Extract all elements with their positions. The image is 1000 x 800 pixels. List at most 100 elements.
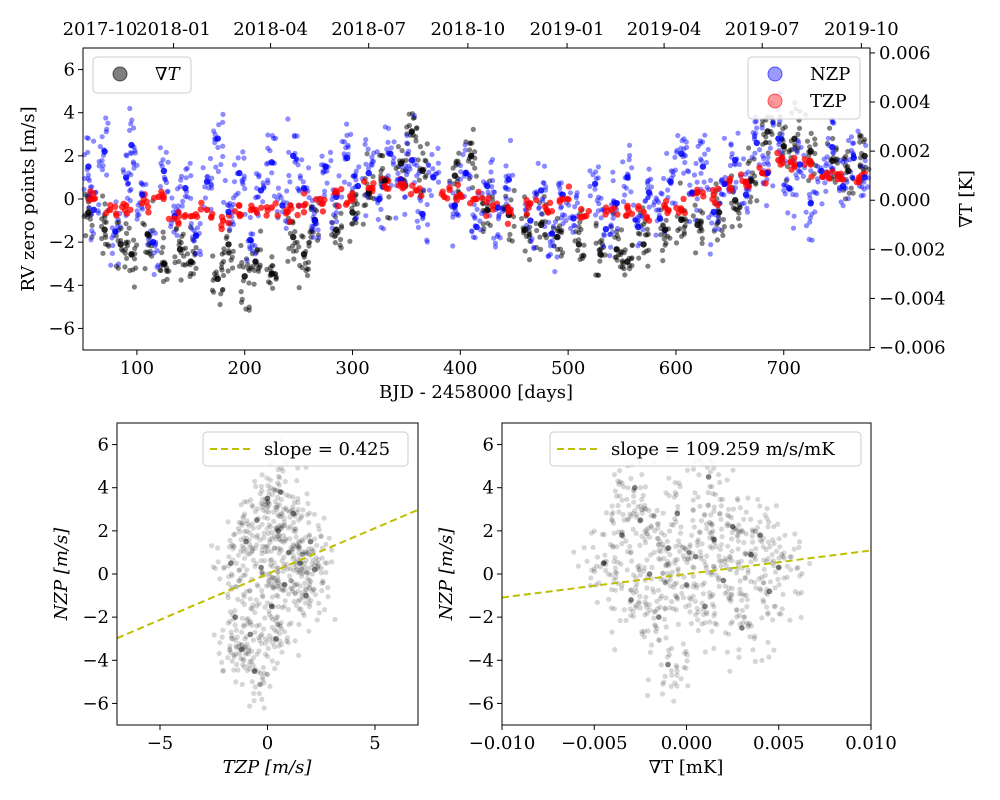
tzp-point: [759, 169, 766, 177]
nzp-vs-tzp-cloud-point: [306, 577, 312, 583]
nzp-vs-tzp-cloud-point: [292, 583, 298, 589]
nzp-cloud-point: [596, 201, 602, 207]
nzp-cloud-point: [162, 176, 168, 182]
tzp-cloud-point: [446, 184, 453, 191]
tzp-cloud-point: [680, 195, 687, 203]
nzp-cloud-point: [558, 180, 564, 186]
nzp-vs-tzp-cloud-point: [301, 564, 307, 571]
nzp-cloud-point: [642, 198, 649, 204]
nzp-cloud-point: [128, 121, 134, 127]
nzp-cloud-point: [202, 184, 208, 190]
nzp-cloud-point: [838, 199, 844, 205]
nzp-cloud-point: [104, 126, 110, 132]
nzp-vs-gradT-point: [720, 577, 727, 584]
nzp-vs-tzp-cloud-point: [268, 557, 275, 563]
nzp-point: [484, 182, 491, 190]
nzp-cloud-point: [556, 182, 562, 188]
nzp-cloud-point: [850, 140, 856, 146]
nzp-cloud-point: [669, 200, 676, 206]
nzp-vs-gradT-cloud-point: [729, 529, 735, 536]
nzp-vs-tzp-cloud-point: [258, 558, 264, 564]
nzp-vs-gradT-cloud-point: [701, 612, 707, 618]
nzp-vs-tzp-cloud-point: [288, 545, 294, 551]
nzp-vs-gradT-cloud-point: [781, 550, 787, 556]
nzp-vs-tzp-cloud-point: [318, 534, 324, 540]
tzp-cloud-point: [248, 202, 255, 209]
nzp-vs-tzp-cloud-point: [263, 640, 269, 646]
gradT-cloud-point: [614, 228, 620, 235]
nzp-vs-tzp-cloud-point: [225, 595, 231, 601]
nzp-vs-gradT-cloud-point: [706, 519, 713, 526]
nzp-vs-gradT-cloud-point: [690, 593, 696, 599]
tzp-cloud-point: [193, 213, 201, 220]
gradT-cloud-point: [416, 177, 422, 183]
nzp-vs-gradT-cloud-point: [666, 647, 672, 653]
nzp-cloud-point: [254, 194, 260, 200]
gradT-cloud-point: [729, 224, 735, 230]
gradT-cloud-point: [240, 264, 246, 270]
nzp-vs-tzp-cloud-point: [246, 523, 252, 529]
nzp-vs-tzp-cloud-point: [300, 549, 306, 555]
nzp-cloud-point: [535, 160, 541, 166]
gradT-cloud-point: [131, 237, 137, 243]
nzp-vs-tzp-cloud-point: [247, 588, 253, 594]
gradT-point: [597, 251, 604, 258]
nzp-cloud-point: [385, 125, 392, 131]
nzp-vs-gradT-cloud-point: [765, 524, 771, 530]
gradT-cloud-point: [732, 205, 738, 211]
nzp-cloud-point: [414, 173, 420, 179]
nzp-vs-gradT-cloud-point: [737, 505, 743, 511]
nzp-vs-tzp-cloud-point: [329, 559, 335, 565]
nzp-cloud-point: [781, 182, 787, 188]
gradT-point: [829, 157, 836, 165]
nzp-vs-gradT-cloud-point: [713, 544, 719, 550]
nzp-point: [710, 208, 717, 216]
nzp-vs-tzp-cloud-point: [295, 499, 301, 506]
timeseries-y-label: RV zero points [m/s]: [18, 106, 39, 291]
nzp-vs-tzp-point: [264, 495, 271, 502]
nzp-cloud-point: [169, 195, 175, 201]
nzp-vs-gradT-cloud-point: [736, 654, 742, 661]
nzp-vs-tzp-cloud-point: [240, 662, 246, 668]
nzp-vs-gradT-cloud-point: [589, 567, 595, 573]
nzp-vs-tzp-cloud-point: [319, 588, 325, 594]
nzp-cloud-point: [324, 180, 330, 186]
nzp-vs-gradT-cloud-point: [712, 610, 718, 616]
nzp-vs-tzp-cloud-point: [309, 546, 315, 552]
nzp-vs-gradT-cloud-point: [584, 558, 590, 564]
nzp-vs-gradT-cloud-point: [695, 537, 702, 543]
nzp-cloud-point: [593, 176, 599, 182]
nzp-vs-gradT-cloud-point: [635, 564, 641, 570]
nzp-vs-gradT-cloud-point: [610, 543, 616, 549]
nzp-cloud-point: [85, 149, 91, 155]
nzp-cloud-point: [353, 177, 359, 183]
nzp-vs-tzp-cloud-point: [261, 514, 268, 520]
gradT-cloud-point: [179, 233, 185, 239]
nzp-cloud-point: [124, 195, 131, 201]
nzp-cloud-point: [297, 175, 303, 181]
gradT-cloud-point: [456, 150, 462, 156]
nzp-vs-gradT-cloud-point: [651, 513, 657, 519]
nzp-cloud-point: [573, 193, 580, 199]
nzp-point: [279, 202, 286, 209]
nzp-cloud-point: [177, 184, 183, 190]
nzp-cloud-point: [187, 160, 193, 166]
nzp-vs-gradT-cloud-point: [694, 582, 700, 588]
gradT-cloud-point: [100, 193, 106, 199]
nzp-vs-tzp-cloud-point: [241, 593, 247, 600]
nzp-vs-gradT-cloud-point: [645, 677, 652, 683]
nzp-vs-tzp-cloud-point: [306, 532, 313, 538]
timeseries-y2-tick-label: 0.002: [879, 141, 931, 162]
nzp-vs-tzp-cloud-point: [259, 472, 265, 478]
gradT-cloud-point: [450, 165, 456, 171]
gradT-cloud-point: [467, 147, 473, 153]
nzp-cloud-point: [369, 154, 375, 160]
nzp-cloud-point: [278, 194, 284, 200]
nzp-cloud-point: [241, 176, 247, 182]
nzp-vs-gradT-cloud-point: [661, 577, 667, 583]
nzp-vs-gradT-cloud-point: [641, 568, 647, 574]
nzp-vs-tzp-cloud-point: [288, 524, 294, 530]
nzp-vs-tzp-cloud-point: [300, 610, 306, 616]
gradT-cloud-point: [697, 208, 703, 214]
nzp-vs-gradT-cloud-point: [679, 584, 685, 590]
